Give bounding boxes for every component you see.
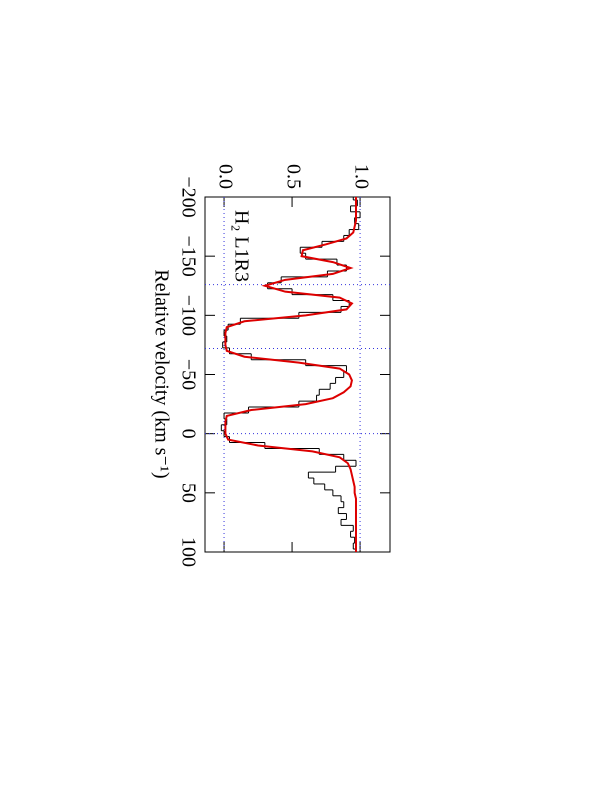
- y-tick-label: 1.0: [350, 164, 372, 189]
- x-tick-label: 100: [177, 537, 199, 567]
- model-line: [224, 197, 357, 552]
- x-tick-label: −100: [177, 295, 199, 336]
- x-axis-label: Relative velocity (km s⁻¹): [150, 269, 172, 478]
- x-tick-label: 0: [177, 429, 199, 439]
- x-tick-label: −150: [177, 236, 199, 277]
- x-tick-label: −200: [177, 176, 199, 217]
- annotation: H₂ L1R3: [230, 210, 252, 282]
- y-tick-label: 0.5: [282, 164, 304, 189]
- y-tick-label: 0.0: [214, 164, 236, 189]
- x-tick-label: −50: [177, 359, 199, 390]
- rotated-plot: Relative velocity (km s⁻¹) H₂ L1R3 −200 −…: [150, 164, 391, 567]
- x-tick-label: 50: [177, 483, 199, 503]
